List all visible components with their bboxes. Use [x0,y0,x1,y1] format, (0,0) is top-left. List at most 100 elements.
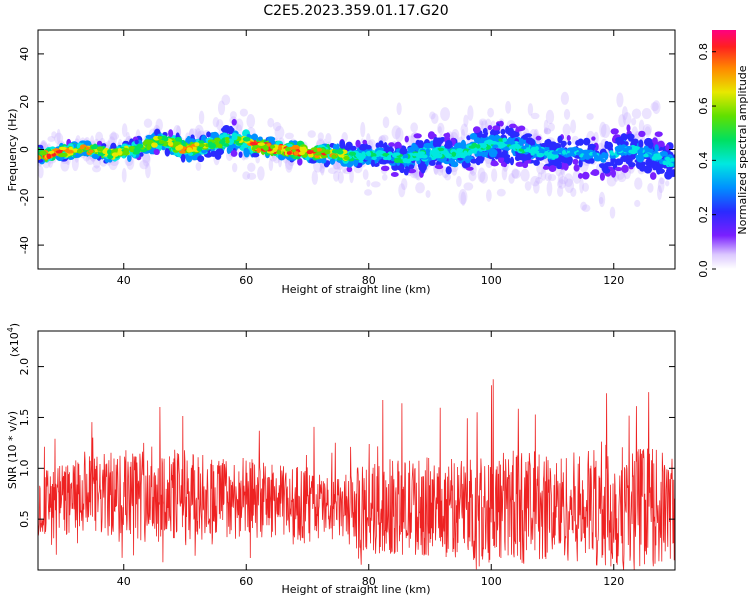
spectrogram-core-cell [55,150,63,154]
spectrogram-halo-cell [533,180,540,194]
spectrogram-core-cell [256,147,261,154]
spectrogram-halo-cell [491,168,498,182]
spectrogram-core-cell [220,138,226,145]
spectrogram-cell [621,164,629,174]
spectrogram-cell [466,135,471,141]
spectrogram-cell [423,142,433,149]
spectrogram-halo-cell [558,176,569,185]
spectrogram-halo-cell [391,125,401,140]
spectrogram-halo-cell [664,180,670,187]
spectrogram-core-cell [382,152,390,157]
x-tick-label: 60 [239,575,253,588]
spectrogram-cell [606,141,614,151]
spectrogram-cell [349,145,357,151]
spectrogram-core-cell [502,137,508,142]
colorbar-label: Normalized spectral amplitude [736,65,749,234]
spectrogram-cell [649,163,658,169]
spectrogram-halo-cell [51,131,57,139]
spectrogram-cell [413,133,422,139]
spectrogram-halo-cell [641,108,652,120]
spectrogram-core-cell [456,148,464,152]
spectrogram-cell [492,125,501,131]
spectrogram-cell [222,124,231,133]
spectrogram-halo-cell [557,179,567,189]
spectrogram-halo-cell [600,123,611,139]
spectrogram-halo-cell [217,100,226,116]
spectrogram-halo-cell [56,128,61,143]
spectrogram-core-cell [194,142,200,147]
spectrogram-cell [408,164,415,170]
spectrogram-cell [384,146,390,152]
spectrogram-core-cell [593,154,599,159]
snr-series-line [38,379,675,570]
spectrogram-core-cell [651,155,658,161]
spectrogram-halo-cell [618,114,626,128]
spectrogram-core-cell [231,135,238,141]
spectrogram-core-cell [481,144,487,149]
spectrogram-cell [509,156,515,166]
spectrogram-halo-cell [284,132,294,140]
spectrogram-halo-cell [121,168,127,183]
spectrogram-halo-cell [336,166,342,174]
spectrogram-halo-cell [54,132,64,145]
spectrogram-halo-cell [232,162,238,173]
spectrogram-halo-cell [229,111,237,120]
spectrogram-cell [583,137,591,146]
spectrogram-core-cell [463,150,468,156]
spectrogram-core-cell [425,148,431,154]
spectrogram-core-cell [497,142,503,148]
spectrogram-cell [616,138,624,147]
spectrogram-halo-cell [319,165,325,174]
spectrogram-core-cell [68,146,73,151]
spectrogram-core-cell [639,147,644,151]
spectrogram-halo-cell [543,127,549,135]
spectrogram-core-cell [46,153,52,160]
spectrogram-cell [548,165,557,173]
spectrogram-halo-cell [381,173,388,181]
colorbar-tick-label: 0.0 [697,260,710,278]
spectrogram-halo-cell [38,165,44,179]
spectrogram-core-cell [545,152,554,157]
spectrogram-halo-cell [579,177,584,194]
spectrogram-halo-cell [317,132,324,142]
colorbar: 0.0 0.2 0.4 0.6 0.8 Normalized spectral ampl… [697,30,749,278]
spectrogram-halo-cell [541,166,547,181]
spectrogram-cell [418,162,427,172]
spectrogram-core-cell [178,150,187,154]
spectrogram-halo-cell [333,170,340,182]
spectrogram-halo-cell [650,101,659,112]
spectrogram-halo-cell [142,152,151,164]
spectrogram-cell [168,129,174,138]
spectrogram-cell [445,166,452,175]
spectrogram-core-cell [197,147,203,152]
spectrogram-core-cell [361,151,366,157]
colorbar-tick-label: 0.2 [697,206,710,224]
spectrogram-core-cell [551,150,560,155]
spectrogram-core-cell [147,139,154,144]
spectrogram-halo-cell [544,128,552,135]
spectrogram-cell [355,139,361,148]
spectrogram-halo-cell [460,129,466,142]
spectrogram-halo-cell [598,191,606,208]
spectrogram-core-cell [592,152,597,156]
spectrogram-core-cell [192,145,197,151]
spectrogram-core-cell [266,143,272,147]
spectrogram-halo-cell [255,156,260,164]
spectrogram-halo-cell [535,177,543,184]
spectrogram-halo-cell [246,114,256,129]
snr-panel: 40 60 80 100 120 0.5 1.0 1.5 2.0 Height of stra… [6,323,676,596]
spectrogram-core-cell [276,149,282,155]
spectrogram-cell [365,145,372,150]
spectrogram-core-cell [324,149,331,155]
spectrogram-halo-cell [563,173,574,187]
spectrogram-cell [251,152,260,158]
spectrogram-halo-cell [487,107,494,118]
spectrogram-halo-cell [109,132,120,141]
spectrogram-cell [257,136,263,141]
spectrogram-cell [631,138,639,145]
spectrogram-halo-cell [463,114,469,127]
spectrogram-core-cell [475,144,481,149]
spectrogram-halo-cell [599,121,607,138]
spectrogram-halo-cell [647,183,654,193]
spectrogram-halo-cell [398,183,406,198]
